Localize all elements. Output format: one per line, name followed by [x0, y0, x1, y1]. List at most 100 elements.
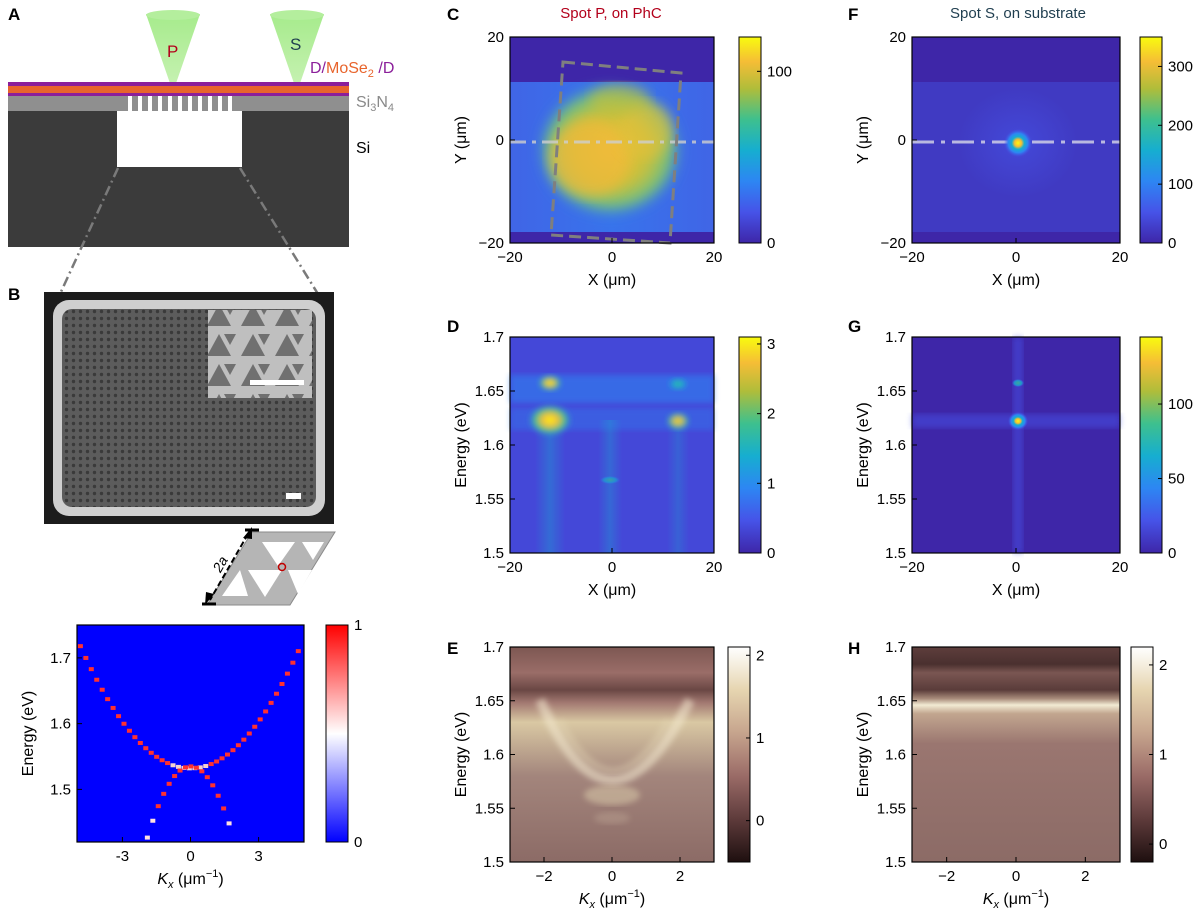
x-tick-label: 0	[608, 868, 616, 885]
band-point	[214, 759, 220, 764]
band-point	[175, 764, 181, 769]
band-point	[161, 791, 167, 796]
colorbar-tick-label: 1	[354, 617, 362, 634]
colorbar-tick-label: 50	[1168, 471, 1185, 488]
band-point	[230, 748, 236, 753]
zoom-line-right	[238, 167, 320, 295]
band-point	[290, 660, 296, 665]
x-axis-label: X (μm)	[992, 582, 1040, 599]
band-point	[197, 765, 203, 770]
x-tick-label: 20	[706, 249, 723, 266]
band-point	[105, 697, 111, 702]
band-point	[116, 714, 122, 719]
y-tick-label: −20	[881, 235, 906, 252]
y-tick-label: 1.6	[483, 747, 504, 764]
band-point	[143, 746, 149, 751]
d-layer-bottom	[8, 93, 349, 96]
phc-holes	[128, 96, 232, 111]
cavity	[117, 111, 242, 167]
panel-c: C Spot P, on PhC −20 0 20 −20 0 20 X (μm) Y (μm…	[447, 5, 792, 289]
band-point	[252, 724, 258, 729]
y-tick-label: 1.65	[475, 693, 504, 710]
band-point	[263, 709, 269, 714]
band-point	[295, 649, 301, 654]
colorbar-tick-label: 0	[354, 834, 362, 851]
y-tick-label: 1.6	[885, 747, 906, 764]
tip-s-top	[270, 10, 324, 20]
band-point	[274, 691, 280, 696]
x-tick-label: 2	[1081, 868, 1089, 885]
x-tick-label: 0	[186, 848, 194, 865]
y-tick-label: 0	[496, 132, 504, 149]
y-tick-label: 1.5	[483, 545, 504, 562]
x-axis-label: Kx (μm−1)	[157, 868, 223, 891]
band-point	[172, 774, 178, 779]
panel-f: F Spot S, on substrate −20 0 20 −20 0 20 X (μm…	[848, 5, 1193, 289]
panel-a: A P S D/MoSe2 /D Si3N4 Si	[8, 5, 394, 295]
band-point	[188, 764, 194, 769]
y-tick-label: 1.5	[885, 545, 906, 562]
y-tick-label: 1.55	[475, 491, 504, 508]
band-point	[83, 655, 89, 660]
band-point	[241, 737, 247, 742]
sem-scalebar	[286, 493, 301, 499]
y-tick-label: 1.7	[885, 329, 906, 346]
mose2-layer	[8, 86, 349, 93]
x-tick-label: 0	[1012, 249, 1020, 266]
y-tick-label: 1.65	[877, 693, 906, 710]
band-point	[170, 763, 176, 768]
y-tick-label: 1.65	[475, 383, 504, 400]
panel-label-h: H	[848, 639, 860, 658]
y-tick-label: 1.7	[483, 329, 504, 346]
band-point	[226, 821, 232, 826]
y-tick-label: 1.65	[877, 383, 906, 400]
y-tick-label: −20	[479, 235, 504, 252]
band-point	[183, 765, 189, 770]
x-tick-label: −20	[497, 249, 522, 266]
x-axis-label: X (μm)	[588, 272, 636, 289]
panel-label-d: D	[447, 317, 459, 336]
g-map	[912, 337, 1120, 553]
c-colorbar	[738, 36, 762, 244]
band-point	[99, 687, 105, 692]
band-point	[235, 743, 241, 748]
panel-label-g: G	[848, 317, 861, 336]
x-tick-label: −2	[535, 868, 552, 885]
band-point	[208, 762, 214, 767]
y-tick-label: 1.6	[885, 437, 906, 454]
band-point	[193, 765, 199, 770]
y-tick-label: 1.5	[483, 854, 504, 871]
x-tick-label: −20	[899, 559, 924, 576]
band-point	[110, 705, 116, 710]
colorbar-tick-label: 300	[1168, 58, 1193, 75]
colorbar-tick-label: 0	[1168, 235, 1176, 252]
x-tick-label: 20	[706, 559, 723, 576]
colorbar-tick-label: 100	[1168, 396, 1193, 413]
y-axis-label: Energy (eV)	[855, 402, 872, 487]
sem-inset-scalebar	[250, 380, 304, 385]
band-point	[94, 677, 100, 682]
x-tick-label: -3	[116, 848, 129, 865]
band-point	[77, 644, 83, 649]
x-tick-label: 20	[1112, 249, 1129, 266]
x-tick-label: −2	[938, 868, 955, 885]
g-colorbar	[1139, 336, 1163, 554]
panel-label-e: E	[447, 639, 458, 658]
band-point	[154, 754, 160, 759]
lattice-unit-cell: 2a	[202, 527, 336, 606]
y-tick-label: 1.55	[475, 800, 504, 817]
band-point	[137, 740, 143, 745]
band-point	[121, 721, 127, 726]
band-point	[148, 750, 154, 755]
panel-label-c: C	[447, 5, 459, 24]
colorbar-tick-label: 0	[767, 545, 775, 562]
band-point	[150, 818, 156, 823]
colorbar-tick-label: 0	[1168, 545, 1176, 562]
panel-e: E −2 0 2 1.5 1.55 1.6 1.65 1.7 Kx (μm−1) Energy (…	[447, 639, 764, 911]
panel-g: G −20 0 20 1.5 1.55 1.6 1.65 1.7 X (μm) Energy (e…	[848, 317, 1193, 599]
band-plot-area	[77, 625, 304, 842]
x-tick-label: 0	[608, 249, 616, 266]
x-tick-label: 3	[254, 848, 262, 865]
y-axis-label: Y (μm)	[453, 116, 470, 164]
